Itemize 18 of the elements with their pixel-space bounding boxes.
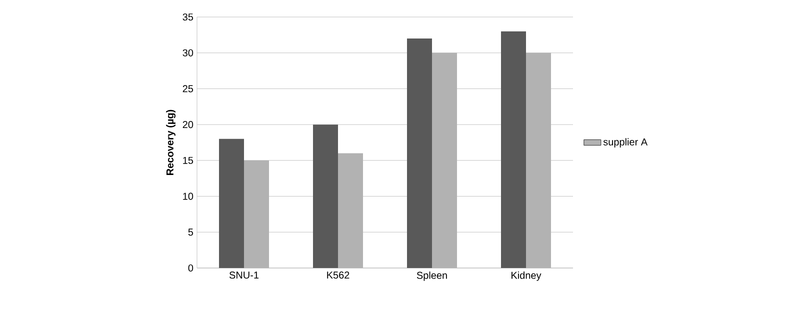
x-tick-label: Spleen: [416, 272, 447, 281]
x-tick-label: K562: [327, 272, 350, 279]
y-tick-label: 35: [182, 13, 194, 21]
x-tick-label: Kidney: [512, 272, 542, 281]
bar: [501, 31, 526, 268]
legend-label: supplier A: [603, 138, 648, 148]
y-tick-label: 15: [183, 156, 194, 164]
y-axis-title: Recovery (µg): [166, 110, 176, 175]
y-tick-label: 0: [188, 264, 194, 272]
bar: [313, 124, 338, 268]
x-tick-label: SNU-1: [229, 272, 259, 279]
y-tick-label: 30: [182, 49, 194, 56]
bar: [407, 38, 432, 268]
bar: [219, 138, 244, 268]
y-tick-label: 5: [188, 228, 194, 236]
y-tick-label: 20: [182, 121, 194, 128]
y-tick-label: 10: [183, 192, 194, 200]
y-tick-label: 25: [182, 85, 194, 92]
